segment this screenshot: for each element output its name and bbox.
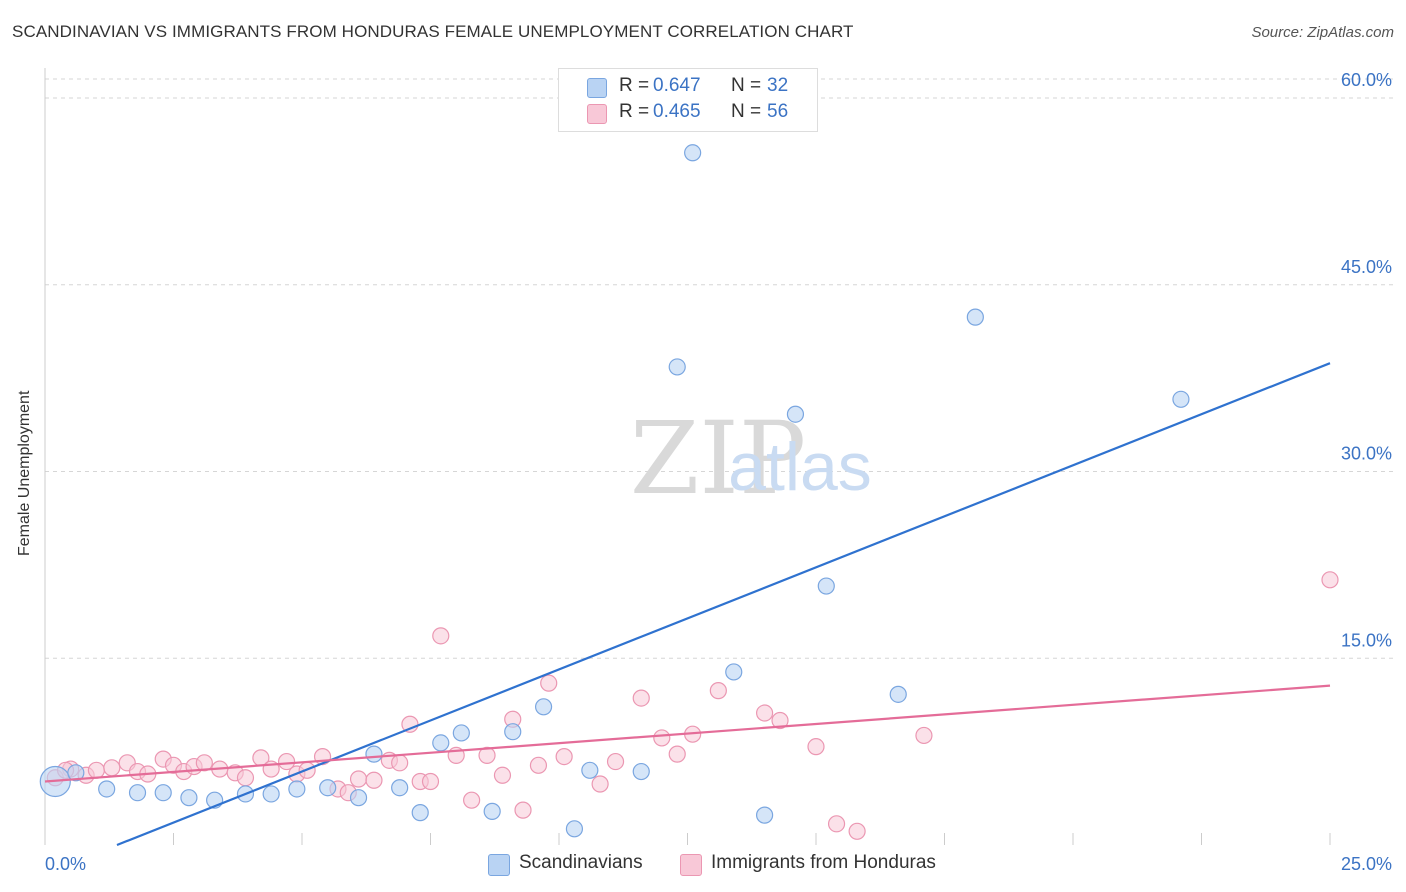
legend-swatch-pink (587, 104, 607, 124)
x-tick-label-min: 0.0% (45, 854, 86, 874)
data-point-honduras (653, 729, 671, 747)
legend-swatch-blue (488, 854, 510, 876)
data-point-honduras (349, 770, 368, 788)
data-point-honduras (365, 771, 383, 789)
correlation-legend: R = 0.647 N = 32 R = 0.465 N = 56 (558, 68, 818, 132)
axes (44, 68, 1331, 845)
watermark-zip: ZIP (630, 400, 806, 517)
data-point-scandinavians (817, 577, 835, 595)
legend-r-value: 0.465 (653, 101, 701, 122)
legend-n-value: 56 (767, 101, 789, 122)
data-point-honduras (827, 815, 846, 833)
source-label: Source: ZipAtlas.com (1251, 24, 1394, 41)
data-point-scandinavians (889, 685, 907, 703)
trend-line-honduras (44, 684, 1331, 783)
legend-n-label: N = (731, 101, 762, 122)
data-point-scandinavians (180, 789, 198, 807)
data-point-honduras (915, 726, 933, 745)
data-point-honduras (632, 689, 650, 707)
data-point-honduras (529, 756, 548, 774)
data-point-scandinavians (966, 308, 984, 326)
data-point-scandinavians (483, 802, 501, 820)
data-point-scandinavians (432, 734, 450, 752)
data-point-scandinavians (98, 780, 116, 798)
data-point-honduras (668, 745, 686, 763)
data-point-honduras (755, 704, 774, 722)
data-point-honduras (771, 711, 789, 730)
data-point-honduras (1321, 571, 1339, 589)
legend-n-label: N = (731, 75, 762, 96)
data-point-honduras (195, 754, 213, 772)
data-point-scandinavians (534, 698, 553, 716)
data-point-scandinavians (67, 764, 85, 782)
data-point-honduras (463, 791, 481, 809)
legend-label: Immigrants from Honduras (711, 852, 936, 873)
data-point-honduras (514, 801, 532, 819)
trend-lines (44, 362, 1331, 847)
data-point-scandinavians (288, 780, 306, 798)
data-point-honduras (236, 769, 255, 787)
data-point-scandinavians (411, 804, 429, 822)
data-point-scandinavians (452, 724, 470, 742)
data-point-scandinavians (632, 762, 650, 781)
y-tick-label: 15.0% (1341, 630, 1392, 650)
data-point-scandinavians (262, 785, 280, 803)
data-point-scandinavians (684, 144, 702, 162)
legend-swatch-blue (587, 78, 607, 98)
data-point-scandinavians (319, 779, 337, 797)
data-point-honduras (606, 752, 625, 771)
data-point-honduras (87, 761, 106, 779)
legend-label: Scandinavians (519, 852, 643, 873)
y-tick-label: 45.0% (1341, 257, 1392, 277)
data-point-scandinavians (1172, 390, 1190, 408)
data-point-scandinavians (365, 745, 383, 763)
points-scandinavians (39, 144, 1190, 838)
data-point-honduras (591, 775, 609, 793)
data-point-scandinavians (725, 663, 743, 681)
data-point-honduras (493, 766, 512, 784)
data-point-scandinavians (128, 784, 147, 802)
data-point-scandinavians (581, 761, 599, 779)
data-point-honduras (807, 738, 825, 756)
data-point-honduras (432, 627, 450, 645)
legend-r-value: 0.647 (653, 75, 701, 96)
data-point-honduras (540, 674, 558, 692)
grid-lines (45, 78, 1395, 659)
data-point-scandinavians (391, 779, 409, 797)
data-point-honduras (478, 746, 496, 764)
watermark-atlas: atlas (728, 429, 872, 505)
data-point-scandinavians (755, 806, 774, 824)
data-point-honduras (401, 715, 419, 733)
tick-labels: 15.0% 30.0% 45.0% 60.0% 0.0% 25.0% (45, 70, 1392, 874)
data-point-scandinavians (504, 723, 522, 741)
data-point-honduras (421, 772, 440, 791)
x-tick-label-max: 25.0% (1341, 854, 1392, 874)
data-point-honduras (848, 822, 866, 840)
chart-title: SCANDINAVIAN VS IMMIGRANTS FROM HONDURAS… (12, 22, 854, 41)
data-point-honduras (103, 759, 121, 777)
data-point-scandinavians (154, 784, 172, 802)
legend-n-value: 32 (767, 75, 789, 96)
data-point-honduras (391, 754, 409, 772)
legend-r-label: R = (619, 101, 650, 122)
trend-line-scandinavians (116, 362, 1331, 847)
data-point-honduras (555, 748, 573, 766)
legend-r-label: R = (619, 75, 650, 96)
data-point-scandinavians (786, 405, 805, 423)
data-point-honduras (277, 752, 296, 771)
data-point-scandinavians (349, 789, 368, 807)
data-point-scandinavians (565, 820, 584, 838)
legend-swatch-pink (680, 854, 702, 876)
data-point-honduras (709, 682, 727, 700)
y-tick-label: 30.0% (1341, 444, 1392, 464)
data-point-scandinavians (668, 358, 686, 376)
y-axis-label: Female Unemployment (16, 390, 33, 556)
y-tick-label: 60.0% (1341, 70, 1392, 90)
